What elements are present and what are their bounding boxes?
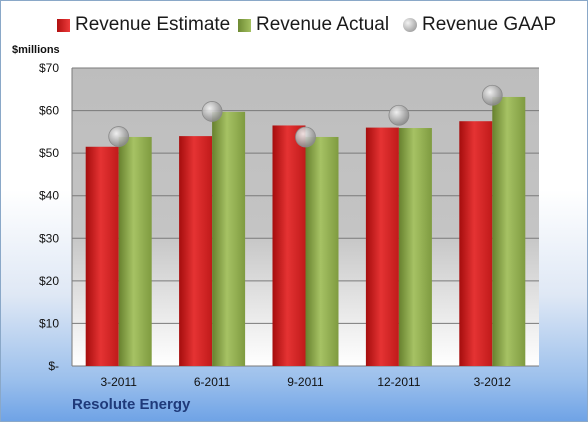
y-axis-unit-label: $millions [12,44,60,56]
legend-label-gaap: Revenue GAAP [422,14,557,35]
y-tick-label: $50 [39,146,59,160]
marker-revenue-gaap [108,126,130,147]
bar-revenue-actual [492,96,526,366]
x-tick-label: 6-2011 [194,375,231,389]
bar-revenue-estimate [459,121,493,366]
y-tick-label: $10 [39,316,59,330]
y-tick-label: $- [48,359,59,373]
legend-item-gaap: Revenue GAAP [403,14,556,36]
bar-revenue-estimate [179,136,213,366]
bar-revenue-actual [305,136,339,366]
legend-swatch-actual [238,18,251,32]
bar-revenue-estimate [272,125,306,366]
bar-revenue-estimate [365,127,399,366]
y-tick-label: $40 [39,189,59,203]
company-name: Resolute Energy [72,396,191,413]
bar-revenue-actual [398,128,432,366]
x-tick-label: 9-2011 [287,375,324,389]
x-tick-label: 12-2011 [377,375,420,389]
y-tick-label: $70 [39,61,59,75]
legend-swatch-estimate [57,18,70,32]
chart-legend: Revenue Estimate Revenue Actual Revenue … [0,14,588,42]
y-tick-label: $20 [39,274,59,288]
bar-revenue-estimate [85,146,119,366]
marker-revenue-gaap [295,126,316,148]
legend-label-actual: Revenue Actual [256,14,390,35]
bar-revenue-actual [212,111,246,366]
legend-swatch-gaap [403,18,417,32]
x-tick-label: 3-2012 [474,375,512,389]
marker-revenue-gaap [388,104,410,126]
legend-item-actual: Revenue Actual [238,14,389,36]
y-tick-label: $60 [39,104,59,118]
marker-revenue-gaap [201,101,223,122]
legend-item-estimate: Revenue Estimate [57,14,230,36]
x-tick-label: 3-2011 [100,375,137,389]
legend-label-estimate: Revenue Estimate [75,14,231,35]
bar-revenue-actual [118,136,152,366]
y-tick-label: $30 [39,231,59,245]
marker-revenue-gaap [481,84,503,106]
